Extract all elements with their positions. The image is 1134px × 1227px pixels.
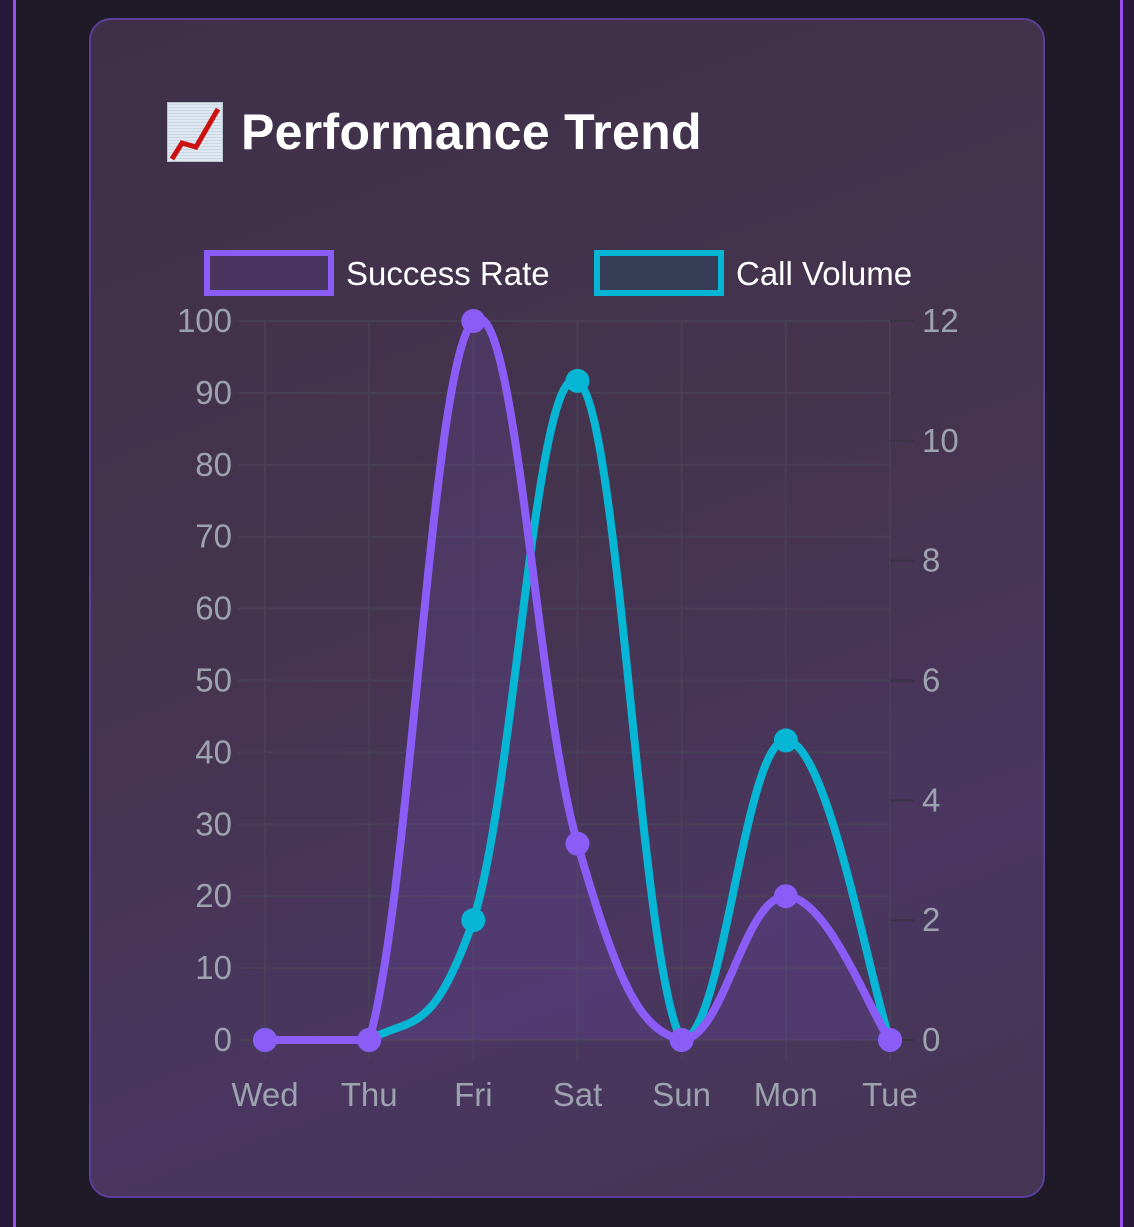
data-point[interactable] — [565, 368, 590, 393]
y-tick-label: 90 — [195, 374, 232, 411]
y-tick-label: 8 — [922, 542, 940, 579]
y-axis-right-ticks: 0 2 4 6 8 10 12 — [922, 302, 959, 1058]
x-tick-label: Wed — [231, 1076, 298, 1113]
legend-label: Call Volume — [736, 255, 912, 292]
y-tick-label: 100 — [177, 302, 232, 339]
y-tick-label: 0 — [922, 1021, 940, 1058]
y-tick-label: 2 — [922, 901, 940, 938]
y-tick-label: 10 — [195, 949, 232, 986]
data-point[interactable] — [461, 309, 486, 333]
data-point[interactable] — [773, 884, 798, 909]
y-tick-label: 4 — [922, 781, 940, 818]
y-tick-label: 30 — [195, 805, 232, 842]
data-point[interactable] — [773, 728, 798, 753]
success-rate-area — [265, 318, 890, 1040]
chart-increasing-icon — [167, 102, 223, 162]
series-line — [261, 314, 894, 1045]
x-tick-label: Mon — [754, 1076, 818, 1113]
chart-legend: Success Rate Call Volume — [204, 250, 912, 296]
y-tick-label: 12 — [922, 302, 959, 339]
y-tick-label: 20 — [195, 877, 232, 914]
card-title-text: Performance Trend — [241, 104, 702, 160]
left-edge-panel — [0, 0, 13, 1227]
card-title: Performance Trend — [167, 102, 702, 162]
data-point[interactable] — [669, 1028, 694, 1052]
y-tick-label: 60 — [195, 590, 232, 627]
right-edge-panel — [1123, 0, 1134, 1227]
legend-item-success-rate[interactable]: Success Rate — [204, 250, 550, 296]
x-tick-label: Sat — [553, 1076, 603, 1113]
y-tick-label: 40 — [195, 733, 232, 770]
data-point[interactable] — [461, 908, 486, 933]
y-tick-label: 0 — [214, 1021, 232, 1058]
success-rate-series — [253, 309, 902, 1052]
y-tick-label: 70 — [195, 518, 232, 555]
data-point[interactable] — [878, 1028, 902, 1052]
y-tick-label: 80 — [195, 446, 232, 483]
call-volume-area — [265, 380, 890, 1040]
data-point[interactable] — [253, 1028, 277, 1052]
data-point[interactable] — [565, 831, 590, 856]
y-tick-label: 6 — [922, 662, 940, 699]
x-tick-label: Thu — [341, 1076, 398, 1113]
legend-item-call-volume[interactable]: Call Volume — [594, 250, 912, 296]
x-axis-ticks: Wed Thu Fri Sat Sun Mon Tue — [231, 1076, 917, 1113]
y-tick-label: 50 — [195, 662, 232, 699]
y-axis-left-ticks: 0 10 20 30 40 50 60 70 80 90 100 — [177, 302, 232, 1058]
x-tick-label: Sun — [652, 1076, 711, 1113]
right-accent-border — [1120, 0, 1123, 1227]
legend-swatch — [204, 250, 334, 296]
x-tick-label: Fri — [454, 1076, 492, 1113]
data-point[interactable] — [357, 1028, 382, 1052]
y-tick-label: 10 — [922, 422, 959, 459]
x-tick-label: Tue — [862, 1076, 918, 1113]
legend-label: Success Rate — [346, 255, 550, 292]
left-accent-border — [13, 0, 16, 1227]
legend-swatch — [594, 250, 724, 296]
